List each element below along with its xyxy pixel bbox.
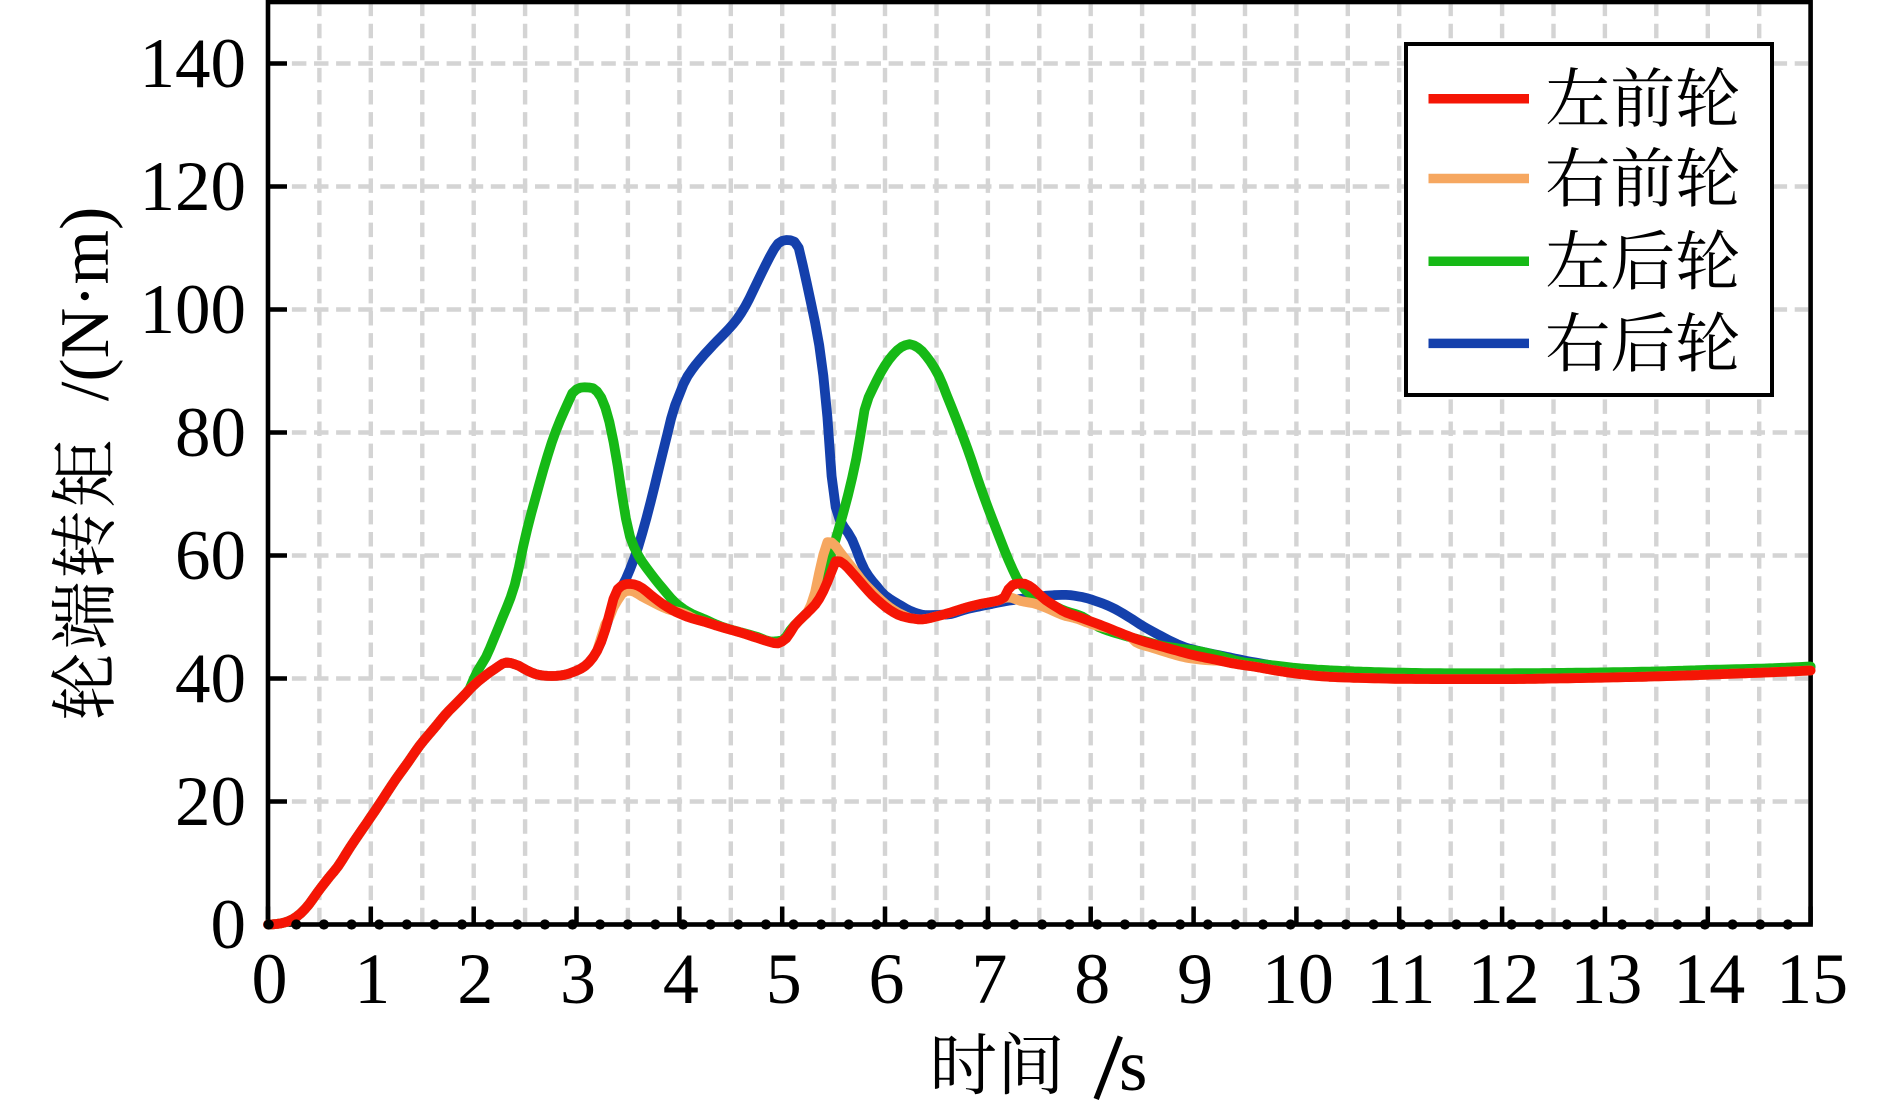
svg-text:15: 15 [1776,939,1848,1019]
svg-text:80: 80 [175,394,246,472]
svg-text:0: 0 [211,886,247,964]
svg-text:5: 5 [766,939,802,1019]
svg-text:100: 100 [140,271,247,349]
svg-text:14: 14 [1673,939,1745,1019]
svg-text:13: 13 [1570,939,1642,1019]
svg-text:140: 140 [140,25,247,103]
svg-text:11: 11 [1366,939,1435,1019]
svg-text:3: 3 [560,939,596,1019]
svg-text:120: 120 [140,148,247,226]
svg-text:20: 20 [175,763,246,841]
svg-text:1: 1 [354,939,390,1019]
svg-text:40: 40 [175,640,246,718]
svg-text:9: 9 [1177,939,1213,1019]
svg-text:8: 8 [1074,939,1110,1019]
svg-text:s: s [1119,1025,1147,1104]
svg-text:60: 60 [175,517,246,595]
svg-text:6: 6 [869,939,905,1019]
svg-text:12: 12 [1468,939,1540,1019]
svg-text:4: 4 [663,939,699,1019]
svg-text:/(N·m): /(N·m) [47,207,124,419]
svg-text:2: 2 [457,939,493,1019]
svg-text:10: 10 [1262,939,1334,1019]
svg-text:7: 7 [971,939,1007,1019]
svg-text:0: 0 [252,939,288,1019]
